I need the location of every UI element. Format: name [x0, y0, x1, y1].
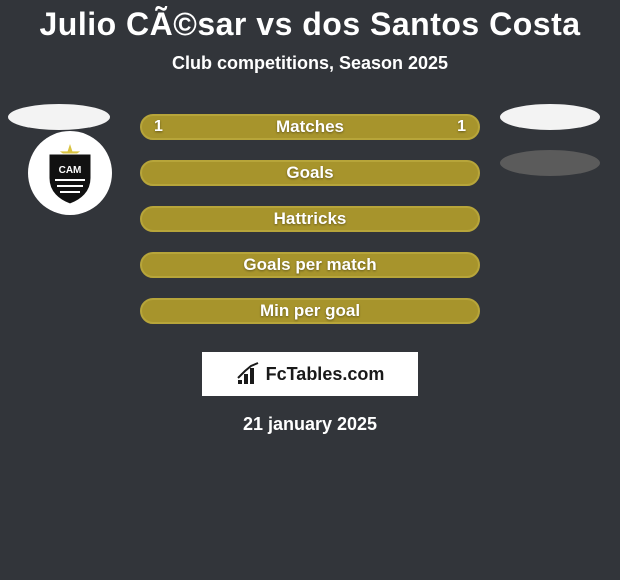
page-subtitle: Club competitions, Season 2025: [0, 53, 620, 74]
player-right-marker: [500, 150, 600, 176]
stat-bar-label: Hattricks: [142, 208, 478, 230]
page-title: Julio CÃ©sar vs dos Santos Costa: [0, 6, 620, 43]
svg-text:CAM: CAM: [59, 165, 82, 176]
player-left-marker: [8, 104, 110, 130]
stat-value-right: 1: [457, 116, 466, 138]
stat-bar-label: Matches: [142, 116, 478, 138]
stat-bar-label: Goals per match: [142, 254, 478, 276]
bar-chart-icon: [236, 362, 260, 386]
stat-bar: Hattricks: [140, 206, 480, 232]
watermark-text: FcTables.com: [266, 364, 385, 385]
stat-bar: Min per goal: [140, 298, 480, 324]
stat-bar-label: Min per goal: [142, 300, 478, 322]
stat-bar: Matches1 1: [140, 114, 480, 140]
stat-row: Min per goal: [0, 288, 620, 334]
stat-value-left: 1: [154, 116, 163, 138]
stat-bar: Goals: [140, 160, 480, 186]
stat-bar: Goals per match: [140, 252, 480, 278]
player-right-marker: [500, 104, 600, 130]
stat-bar-label: Goals: [142, 162, 478, 184]
club-shield-icon: CAM: [37, 140, 103, 206]
snapshot-date: 21 january 2025: [0, 414, 620, 435]
club-badge: CAM: [28, 131, 112, 215]
stat-row: Goals per match: [0, 242, 620, 288]
fctables-watermark: FcTables.com: [202, 352, 418, 396]
comparison-chart: Matches1 1 Goals Hattricks Goals per match Mi…: [0, 104, 620, 334]
